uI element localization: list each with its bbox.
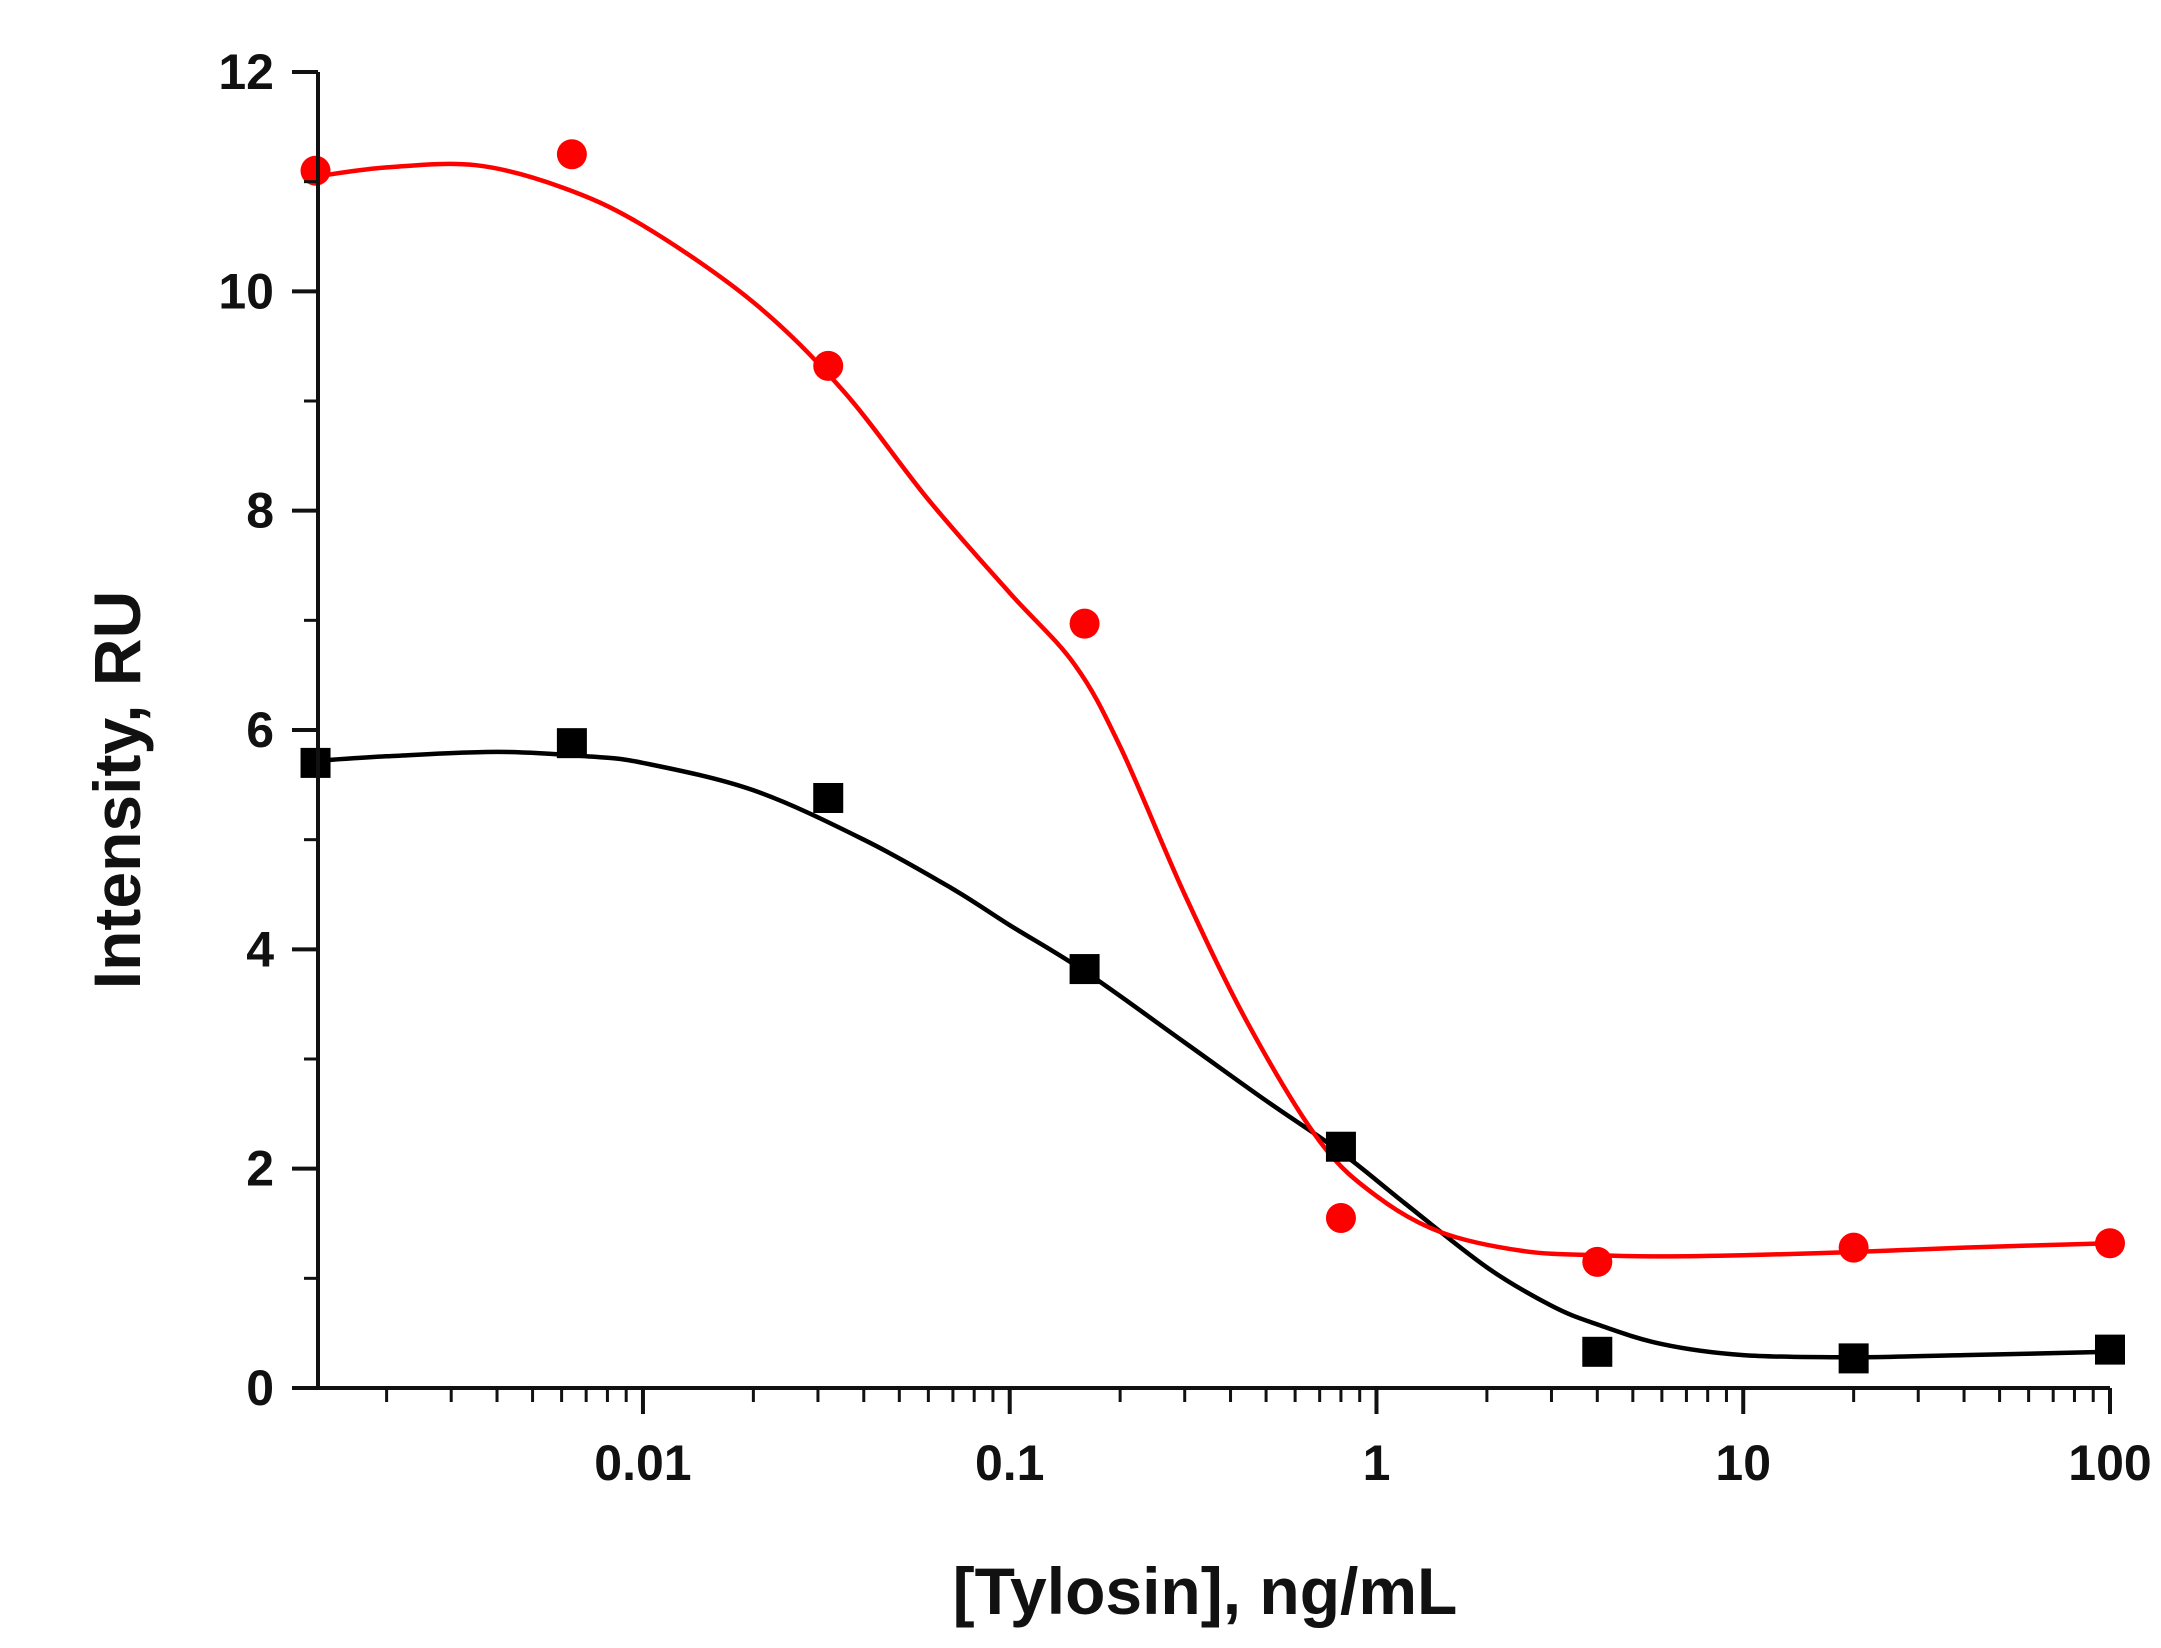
- data-point-circle: [556, 139, 587, 170]
- y-tick-label: 4: [246, 921, 274, 977]
- tick-labels: 0 2 4 6 8 10 12 0.01 0.1 1 10 100: [218, 44, 2151, 1491]
- x-tick-label: 0.1: [975, 1435, 1045, 1491]
- y-tick-label: 2: [246, 1141, 274, 1197]
- data-point-square: [1069, 954, 1100, 985]
- x-axis-title: [Tylosin], ng/mL: [953, 1554, 1458, 1628]
- x-tick-label: 100: [2068, 1435, 2151, 1491]
- fit-curve-black: [317, 749, 2111, 1360]
- fit-curves: [317, 161, 2111, 1360]
- x-tick-label: 10: [1715, 1435, 1771, 1491]
- y-axis-title: Intensity, RU: [80, 591, 154, 989]
- y-tick-label: 12: [218, 44, 274, 100]
- y-tick-label: 8: [246, 483, 274, 539]
- data-point-square: [1582, 1336, 1613, 1367]
- fit-curve-red: [317, 161, 2111, 1259]
- data-point-square: [300, 747, 331, 778]
- y-tick-label: 6: [246, 702, 274, 758]
- data-point-square: [556, 728, 587, 759]
- data-point-square: [1325, 1131, 1356, 1162]
- x-tick-label: 1: [1363, 1435, 1391, 1491]
- x-tick-label: 0.01: [594, 1435, 691, 1491]
- data-point-circle: [1069, 608, 1100, 639]
- data-point-square: [813, 782, 844, 813]
- data-point-circle: [2095, 1228, 2125, 1259]
- data-point-circle: [813, 350, 844, 381]
- data-point-circle: [1325, 1203, 1356, 1234]
- data-point-circle: [1838, 1232, 1869, 1263]
- data-point-circle: [1582, 1246, 1613, 1277]
- data-point-square: [1838, 1343, 1869, 1374]
- ticks: [292, 70, 2112, 1414]
- data-point-square: [2095, 1334, 2125, 1365]
- data-point-circle: [300, 155, 331, 186]
- y-tick-label: 10: [218, 263, 274, 319]
- y-tick-label: 0: [246, 1360, 274, 1416]
- data-markers: [300, 139, 2125, 1374]
